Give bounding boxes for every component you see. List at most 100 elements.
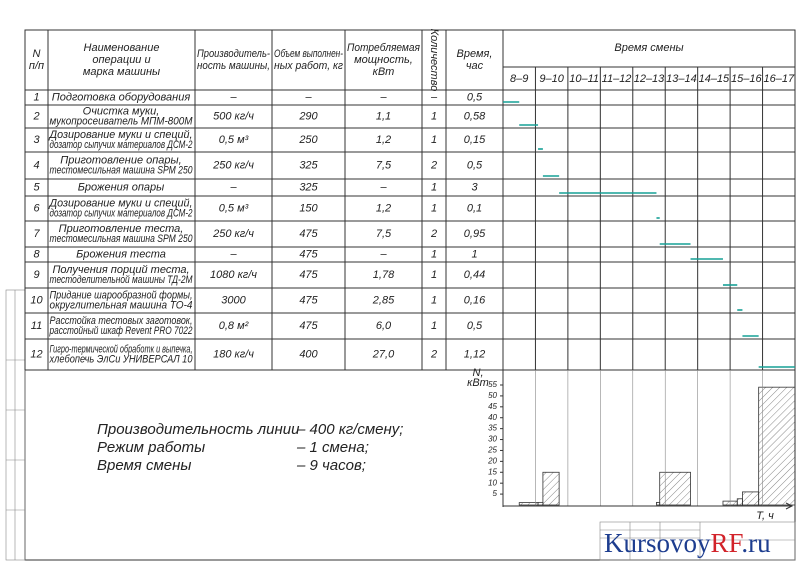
cell: 150 [299, 202, 318, 214]
cell: 1 [431, 134, 437, 146]
operation-name: Дозирование муки и специй, [48, 129, 193, 141]
cell: 3000 [221, 294, 246, 306]
hour-label: 9–10 [539, 73, 564, 85]
watermark-part: RF [711, 528, 744, 558]
cell: 1,12 [464, 348, 485, 360]
cell: – [304, 91, 312, 103]
cell: 250 кг/ч [212, 228, 254, 240]
power-bar [659, 471, 691, 506]
cell: 0,8 м² [219, 320, 249, 332]
cell: 1 [431, 248, 437, 260]
operation-name: Расстойка тестовых заготовок, [50, 315, 193, 327]
cell: 7,5 [376, 228, 392, 240]
operation-name: Приготовление опары, [60, 154, 181, 166]
operation-name: хлебопечь ЭлСи УНИВЕРСАЛ 10 [49, 353, 194, 365]
cell: 475 [299, 228, 318, 240]
watermark-part: .ru [741, 528, 771, 558]
cell: 1 [471, 248, 477, 260]
hour-label: 14–15 [699, 73, 730, 85]
cell: 2 [430, 159, 437, 171]
cell: 400 [299, 348, 318, 360]
cell: 7,5 [376, 159, 392, 171]
operation-name: Подготовка оборудования [52, 91, 191, 103]
y-tick-label: 10 [488, 478, 497, 487]
y-tick-label: 5 [493, 489, 498, 498]
cell: – [229, 248, 237, 260]
cell: – [379, 181, 387, 193]
operation-name: тестомесильная машина SPM 250 [50, 233, 194, 245]
cell: 27,0 [372, 348, 395, 360]
cell: 10 [30, 294, 43, 306]
operation-name: Очистка муки, [83, 105, 160, 117]
x-arrow [785, 502, 794, 510]
hour-label: 8–9 [510, 73, 528, 85]
y-tick-label: 30 [488, 435, 497, 444]
operation-name: Брожения теста [76, 248, 166, 260]
cell: 0,44 [464, 269, 485, 281]
cell: 1,2 [376, 134, 391, 146]
column-header: Количество [428, 29, 440, 92]
y-tick-label: 40 [488, 413, 497, 422]
cell: 1,1 [376, 110, 391, 122]
cell: 2 [430, 228, 437, 240]
hour-label: 10–11 [569, 73, 599, 85]
watermark-part: Kursovoy [604, 528, 711, 558]
title-block [599, 521, 796, 561]
column-header: мощность, [354, 54, 413, 66]
hour-label: 15–16 [731, 73, 762, 85]
y-tick-label: 55 [488, 380, 497, 389]
cell: 0,16 [464, 294, 486, 306]
cell: 6 [33, 202, 40, 214]
cell: 12 [30, 348, 42, 360]
cell: 475 [299, 248, 318, 260]
column-header: Объем выполнен- [274, 48, 343, 60]
operation-name: Придание шарообразной формы, [50, 289, 193, 301]
cell: 1 [431, 294, 437, 306]
cell: 325 [299, 159, 318, 171]
note-label: Время смены [97, 457, 191, 474]
y-axis-label: N, [473, 367, 484, 379]
cell: 3 [33, 134, 40, 146]
power-bar [537, 501, 544, 506]
y-tick-label: 15 [488, 467, 497, 476]
cell: 1 [33, 91, 39, 103]
cell: 0,5 [467, 159, 483, 171]
note-value: – 1 смена; [296, 439, 369, 456]
column-header: час [466, 60, 484, 72]
hour-label: 16–17 [763, 73, 794, 85]
power-bar [736, 498, 743, 506]
cell: 475 [299, 269, 318, 281]
y-tick-label: 35 [488, 424, 497, 433]
operation-name: Гигро-термической обработк и выпечка, [50, 343, 193, 355]
column-header: операции и [92, 54, 150, 66]
cell: 9 [33, 269, 39, 281]
cell: 7 [33, 228, 40, 240]
cell: – [379, 91, 387, 103]
cell: 0,5 [467, 91, 483, 103]
note-label: Режим работы [97, 439, 205, 456]
cell: 1 [431, 202, 437, 214]
operation-name: расстойный шкаф Revent PRO 7022 [49, 325, 193, 337]
note-value: – 400 кг/смену; [296, 421, 403, 438]
cell: 6,0 [376, 320, 392, 332]
column-header: ных работ, кг [274, 60, 344, 72]
cell: 0,5 [467, 320, 483, 332]
column-header: Производитель- [197, 48, 270, 60]
column-header: марка машины [83, 66, 160, 78]
note-value: – 9 часов; [296, 457, 366, 474]
cell: 1,78 [373, 269, 395, 281]
hour-label: 13–14 [666, 73, 697, 85]
y-tick-label: 20 [487, 456, 497, 465]
operation-name: Брожения опары [78, 181, 164, 193]
y-axis-label: кВт [467, 377, 489, 389]
cell: 1080 кг/ч [210, 269, 257, 281]
x-axis-label: Т, ч [756, 510, 774, 522]
cell: 4 [33, 159, 39, 171]
operation-name: дозатор сыпучих материалов ДСМ-2 [50, 139, 193, 151]
column-header: п/п [29, 60, 44, 72]
cell: 11 [31, 320, 42, 332]
cell: 250 кг/ч [212, 159, 254, 171]
operation-name: тестомесильная машина SPM 250 [50, 164, 194, 176]
cell: 1,2 [376, 202, 391, 214]
